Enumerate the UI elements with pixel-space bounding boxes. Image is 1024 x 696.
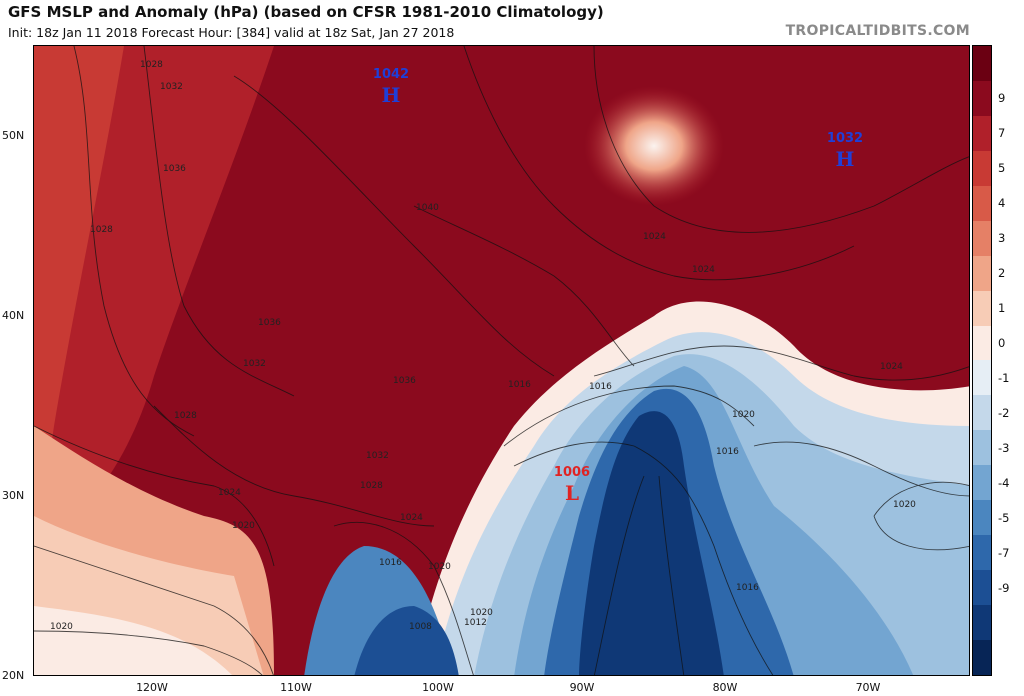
isobar-label: 1028 bbox=[174, 411, 197, 421]
isobar-label: 1036 bbox=[258, 318, 281, 328]
colorbar-segment bbox=[973, 395, 991, 431]
lat-label-40n: 40N bbox=[2, 309, 25, 322]
low-center-value: 1006 bbox=[553, 465, 591, 480]
isobar-label: 1012 bbox=[464, 618, 487, 628]
colorbar-tick-label: 1 bbox=[998, 301, 1006, 316]
colorbar-segment bbox=[973, 605, 991, 640]
isobar-label: 1020 bbox=[232, 521, 255, 531]
isobar-label: 1028 bbox=[360, 481, 383, 491]
map-subtitle: Init: 18z Jan 11 2018 Forecast Hour: [38… bbox=[8, 25, 455, 40]
cool-core bbox=[579, 411, 724, 675]
colorbar-segment bbox=[973, 639, 991, 675]
colorbar-tick-label: 0 bbox=[998, 336, 1006, 351]
colorbar-tick-label: 7 bbox=[998, 126, 1006, 141]
colorbar-tick-label: 2 bbox=[998, 266, 1006, 281]
isobar-label: 1020 bbox=[893, 500, 916, 510]
colorbar-segment bbox=[973, 46, 991, 81]
isobar-label: 1016 bbox=[589, 382, 612, 392]
pacific-near-zero bbox=[34, 606, 232, 675]
colorbar-tick-label: -4 bbox=[998, 475, 1010, 490]
isobar-label: 1024 bbox=[643, 232, 666, 242]
isobar-label: 1020 bbox=[50, 622, 73, 632]
colorbar-tick-label: 4 bbox=[998, 196, 1006, 211]
isobar-label: 1024 bbox=[692, 265, 715, 275]
colorbar-segment bbox=[973, 430, 991, 466]
lat-label-20n: 20N bbox=[2, 669, 25, 682]
anomaly-map-canvas bbox=[34, 46, 969, 675]
isobar-label: 1028 bbox=[140, 60, 163, 70]
colorbar-tick-label: 3 bbox=[998, 231, 1006, 246]
colorbar-segment bbox=[973, 80, 991, 116]
lat-label-50n: 50N bbox=[2, 129, 25, 142]
colorbar-segment bbox=[973, 325, 991, 361]
isobar-label: 1016 bbox=[716, 447, 739, 457]
great-lakes-anomaly bbox=[584, 86, 724, 206]
colorbar-segment bbox=[973, 500, 991, 536]
colorbar-segment bbox=[973, 185, 991, 221]
lon-label-100w: 100W bbox=[422, 681, 454, 694]
lat-label-30n: 30N bbox=[2, 489, 25, 502]
colorbar-tick-label: -5 bbox=[998, 510, 1010, 525]
colorbar-segment bbox=[973, 360, 991, 396]
mexico-cool-core bbox=[354, 606, 459, 675]
isobar-label: 1032 bbox=[160, 82, 183, 92]
isobar-label: 1024 bbox=[400, 513, 423, 523]
isobar-lines bbox=[34, 46, 969, 675]
isobar-label: 1040 bbox=[416, 203, 439, 213]
low-center-symbol: L bbox=[564, 481, 580, 505]
colorbar-tick-label: -9 bbox=[998, 580, 1010, 595]
isobar-label: 1036 bbox=[163, 164, 186, 174]
colorbar-segment bbox=[973, 535, 991, 571]
isobar-label: 1008 bbox=[409, 622, 432, 632]
high-center-symbol: H bbox=[381, 83, 401, 107]
anomaly-colorbar bbox=[972, 45, 992, 676]
colorbar-segment bbox=[973, 150, 991, 186]
isobar-label: 1032 bbox=[243, 359, 266, 369]
colorbar-tick-label: 5 bbox=[998, 161, 1006, 176]
isobar-label: 1020 bbox=[732, 410, 755, 420]
isobar-label: 1024 bbox=[218, 488, 241, 498]
anomaly-map bbox=[33, 45, 970, 676]
high-center-symbol: H bbox=[835, 147, 855, 171]
colorbar-tick-label: -3 bbox=[998, 440, 1010, 455]
high-center-value: 1042 bbox=[372, 67, 410, 82]
pacific-warm-band bbox=[34, 46, 124, 536]
lon-label-110w: 110W bbox=[280, 681, 312, 694]
colorbar-segment bbox=[973, 220, 991, 256]
colorbar-segment bbox=[973, 290, 991, 326]
colorbar-segment bbox=[973, 465, 991, 501]
lon-label-90w: 90W bbox=[569, 681, 595, 694]
isobar-label: 1036 bbox=[393, 376, 416, 386]
source-credit: TROPICALTIDBITS.COM bbox=[785, 23, 970, 39]
colorbar-segment bbox=[973, 115, 991, 151]
lon-label-80w: 80W bbox=[712, 681, 738, 694]
isobar-label: 1016 bbox=[508, 380, 531, 390]
isobar-label: 1020 bbox=[470, 608, 493, 618]
lon-label-70w: 70W bbox=[855, 681, 881, 694]
lon-label-120w: 120W bbox=[136, 681, 168, 694]
isobar-label: 1028 bbox=[90, 225, 113, 235]
isobar-label: 1024 bbox=[880, 362, 903, 372]
colorbar-tick-label: -2 bbox=[998, 405, 1010, 420]
colorbar-segment bbox=[973, 255, 991, 291]
isobar-label: 1020 bbox=[428, 562, 451, 572]
colorbar-tick-label: -7 bbox=[998, 545, 1010, 560]
map-title: GFS MSLP and Anomaly (hPa) (based on CFS… bbox=[8, 3, 604, 21]
colorbar-segment bbox=[973, 570, 991, 605]
high-center-value: 1032 bbox=[826, 131, 864, 146]
isobar-label: 1016 bbox=[736, 583, 759, 593]
isobar-label: 1016 bbox=[379, 558, 402, 568]
colorbar-tick-label: 9 bbox=[998, 91, 1006, 106]
isobar-label: 1032 bbox=[366, 451, 389, 461]
colorbar-tick-label: -1 bbox=[998, 370, 1010, 385]
